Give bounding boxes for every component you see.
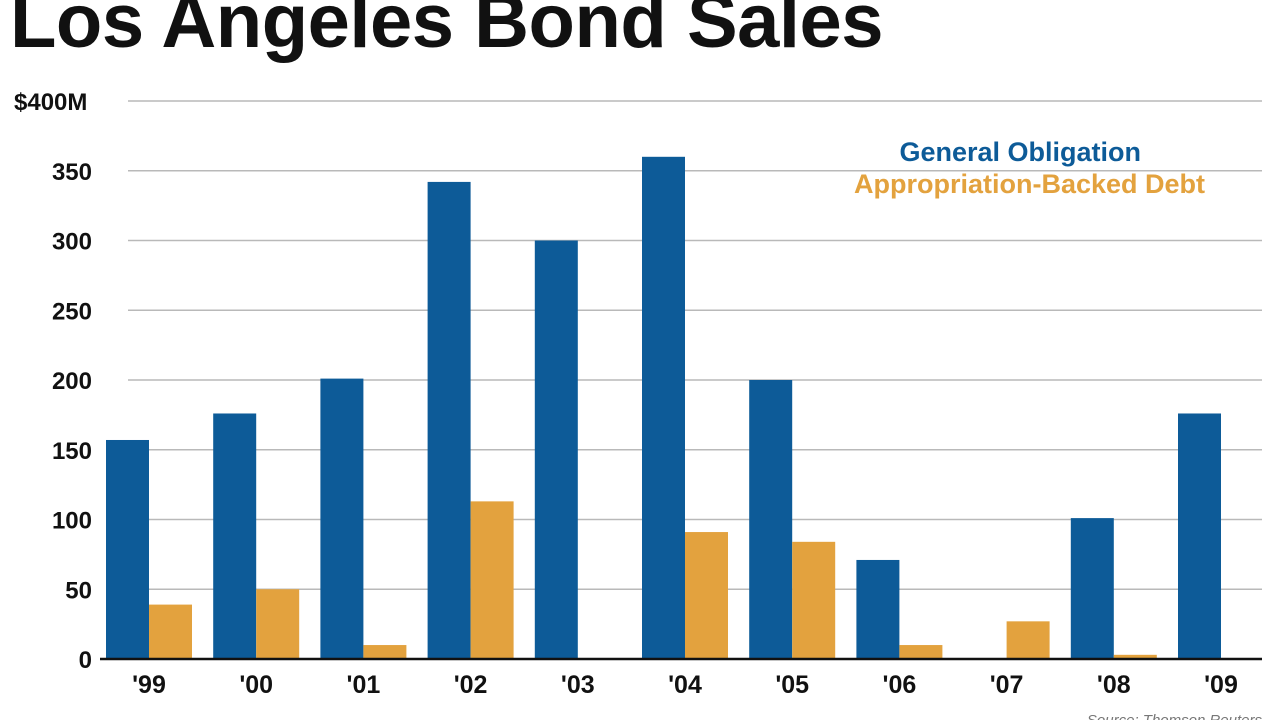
y-tick-label: 300 [52, 229, 92, 256]
bar-appropriation-backed-debt-00 [256, 589, 300, 659]
y-tick-label: $400M [14, 89, 87, 116]
y-tick-label: 200 [52, 368, 92, 395]
bar-general-obligation-05 [749, 380, 793, 659]
bar-general-obligation-08 [1070, 518, 1114, 659]
y-tick-label: 350 [52, 159, 92, 186]
legend: General Obligation Appropriation-Backed … [854, 137, 1205, 199]
bar-appropriation-backed-debt-05 [792, 541, 836, 659]
bar-general-obligation-06 [856, 559, 900, 659]
y-tick-label: 100 [52, 508, 92, 535]
x-tick-label-03: '03 [561, 671, 595, 699]
bars [106, 156, 1221, 660]
bar-general-obligation-09 [1178, 413, 1221, 659]
x-tick-label-09: '09 [1204, 671, 1238, 699]
bar-appropriation-backed-debt-02 [470, 501, 514, 659]
y-tick-label: 150 [52, 438, 92, 465]
x-tick-label-01: '01 [347, 671, 381, 699]
source-note: Source: Thomson Reuters [1087, 712, 1263, 720]
legend-item-general-obligation: General Obligation [899, 137, 1141, 167]
bar-appropriation-backed-debt-99 [149, 604, 192, 659]
x-tick-label-99: '99 [132, 671, 166, 699]
legend-item-appropriation-backed-debt: Appropriation-Backed Debt [854, 169, 1205, 199]
bar-general-obligation-03 [534, 240, 578, 659]
bar-appropriation-backed-debt-08 [1113, 654, 1157, 659]
y-tick-label: 0 [79, 647, 92, 674]
bar-general-obligation-00 [213, 413, 257, 659]
x-tick-label-06: '06 [883, 671, 917, 699]
bar-appropriation-backed-debt-04 [685, 532, 728, 659]
chart-title: Los Angeles Bond Sales [10, 0, 884, 64]
bar-appropriation-backed-debt-01 [363, 645, 407, 659]
y-tick-label: 50 [65, 577, 92, 604]
x-tick-label-04: '04 [668, 671, 702, 699]
x-tick-label-00: '00 [239, 671, 273, 699]
y-tick-label: 250 [52, 298, 92, 325]
bar-general-obligation-99 [106, 439, 149, 659]
x-axis-tick-labels: '99 '00 '01 '02 '03 '04 '05 '06 '07 '08 '09 [132, 671, 1238, 699]
gridlines [128, 100, 1262, 591]
x-tick-label-02: '02 [454, 671, 488, 699]
bar-appropriation-backed-debt-06 [899, 645, 943, 659]
bar-general-obligation-04 [642, 156, 685, 660]
bar-general-obligation-01 [320, 378, 364, 659]
x-tick-label-07: '07 [990, 671, 1024, 699]
x-tick-label-05: '05 [775, 671, 809, 699]
bar-general-obligation-02 [427, 181, 471, 659]
bar-appropriation-backed-debt-07 [1006, 621, 1050, 659]
y-axis-tick-labels: 0 50 100 150 200 250 300 350 $400M [14, 89, 92, 674]
x-tick-label-08: '08 [1097, 671, 1131, 699]
